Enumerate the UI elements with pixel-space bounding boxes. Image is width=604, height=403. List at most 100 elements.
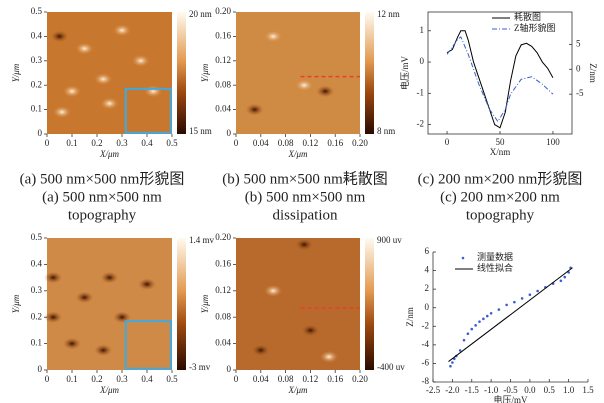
data-point: [478, 320, 481, 323]
colorbar: [177, 12, 186, 134]
surface-feature: [251, 344, 270, 357]
data-point: [449, 364, 452, 368]
caption: (c) 200 nm×200 nm: [440, 189, 560, 205]
surface-feature: [295, 238, 314, 251]
y-tick-label: 0.3: [31, 285, 43, 295]
surface-feature: [264, 284, 283, 297]
x-axis-label: X/μm: [287, 385, 308, 395]
x-tick-label: 0.0: [524, 385, 536, 395]
y-tick-label: 0.04: [215, 104, 231, 114]
data-point: [470, 327, 474, 331]
colorbar-max: 900 uv: [377, 235, 402, 245]
colorbar-min: -400 uv: [377, 362, 405, 372]
surface-feature: [63, 337, 81, 350]
x-tick-label: 0.4: [141, 374, 153, 384]
y-tick-label: 0: [227, 128, 232, 138]
y-tick-label: -2: [417, 119, 425, 129]
y-tick-label: 0.20: [215, 6, 231, 16]
x-tick-label: 0.04: [253, 138, 269, 148]
y-tick-label: 0.5: [31, 232, 43, 242]
afm-panel: 0 0.1 0.2 0.3 0.4 0.5 0 0.1 0.2 0.3 0.4 0.5 X/μm Y/μm…: [11, 232, 214, 395]
y-tick-label: 0: [425, 302, 430, 312]
y-tick-label: 0.5: [31, 6, 43, 16]
surface-feature: [100, 97, 119, 110]
data-point: [485, 314, 489, 318]
x-tick-label: 0: [45, 138, 50, 148]
y-axis-label: Y/μm: [200, 63, 210, 82]
caption: (c) 200 nm×200 nm形貌图: [418, 170, 583, 187]
x-tick-label: 0.12: [303, 138, 319, 148]
y-tick-label: 0.20: [215, 232, 231, 242]
y-axis-label: Y/μm: [11, 63, 21, 82]
highlight-box: [124, 320, 172, 370]
afm-panel: 0 0.04 0.08 0.12 0.16 0.20 0 0.04 0.08 0.12 0.16 0.…: [200, 6, 400, 159]
data-point: [466, 332, 470, 336]
captions: (a) 500 nm×500 nm形貌图 (a) 500 nm×500 nm top…: [20, 170, 583, 223]
surface-feature: [75, 42, 94, 55]
y-tick-label: 0.16: [215, 30, 231, 40]
x-tick-label: 0.20: [352, 138, 368, 148]
data-point: [563, 275, 567, 279]
x-tick-label: 50: [496, 137, 506, 147]
x-tick-label: 0: [445, 137, 450, 147]
data-point: [513, 300, 516, 304]
data-point: [482, 317, 485, 321]
y-tick-label: 0.08: [215, 311, 231, 321]
y-tick-label: 0.04: [215, 338, 231, 348]
colorbar: [365, 12, 374, 134]
data-point: [462, 338, 466, 342]
x-tick-label: 0: [45, 374, 50, 384]
y-tick-label: 0.4: [31, 258, 43, 268]
x-tick-label: -2.5: [426, 385, 441, 395]
surface-feature: [53, 106, 71, 119]
caption: (b) 500 nm×500 nm耗散图: [222, 170, 388, 187]
y-tick-label: 6: [425, 246, 430, 256]
chart: -2.5 -2.0 -1.5 -1.0 -0.5 0.0 0.5 1.0 1.5 -8 -6 -4 -2…: [405, 246, 594, 403]
data-point: [451, 361, 454, 364]
colorbar-min: 15 nm: [189, 126, 212, 136]
y-axis-label: Y/μm: [11, 294, 21, 313]
y-tick-label: 0.3: [31, 55, 43, 65]
x-axis-label: X/μm: [287, 149, 308, 159]
colorbar: [365, 238, 374, 370]
x-tick-label: 0.20: [352, 374, 368, 384]
y-tick-label: 0.1: [31, 338, 42, 348]
data-point: [505, 303, 508, 307]
x-tick-label: -0.5: [503, 385, 518, 395]
x-tick-label: 0.3: [116, 138, 128, 148]
x-tick-label: 0.1: [66, 138, 77, 148]
y-axis-label: 电压/mV: [399, 56, 410, 91]
x-tick-label: 0.2: [91, 138, 102, 148]
surface-feature: [63, 85, 81, 98]
x-tick-label: 0: [234, 374, 239, 384]
afm-image: [236, 12, 360, 134]
surface-feature: [94, 73, 113, 86]
x-tick-label: 0.5: [544, 385, 556, 395]
x-tick-label: -1.0: [484, 385, 499, 395]
x-tick-label: 0.12: [303, 374, 319, 384]
surface-feature: [144, 85, 163, 98]
y-tick-label: 0.12: [215, 55, 231, 65]
caption: topography: [68, 207, 137, 223]
y2-tick-label: 0: [576, 63, 581, 73]
surface-feature: [44, 311, 63, 324]
surface-feature: [264, 30, 283, 43]
surface-feature: [100, 271, 119, 284]
caption: (a) 500 nm×500 nm形貌图: [20, 170, 185, 187]
afm-panel: 0 0.04 0.08 0.12 0.16 0.20 0 0.04 0.08 0.12 0.16 0.…: [200, 232, 405, 395]
y-tick-label: 1: [420, 25, 425, 35]
y-tick-label: 0: [38, 128, 43, 138]
legend-label: Z轴形貌图: [514, 22, 556, 33]
surface-feature: [131, 54, 150, 67]
x-tick-label: 0.1: [66, 374, 77, 384]
colorbar-max: 1.4 mv: [189, 235, 215, 245]
caption: (a) 500 nm×500 nm: [42, 189, 162, 205]
y-tick-label: 0.2: [31, 79, 42, 89]
y-tick-label: 0: [227, 364, 232, 374]
y-tick-label: -1: [417, 87, 425, 97]
y-tick-label: -6: [422, 357, 430, 367]
data-point: [536, 289, 539, 293]
y-tick-label: 0: [420, 56, 425, 66]
surface-feature: [44, 271, 63, 284]
